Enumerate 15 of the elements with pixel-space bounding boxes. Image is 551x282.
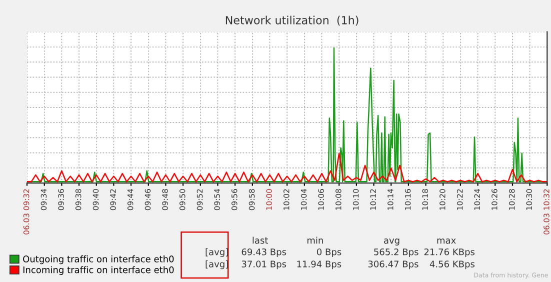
text: min <box>307 236 323 244</box>
text: max <box>437 238 456 244</box>
text: 0 Bps <box>316 248 342 258</box>
chart-title: Network utilization (1h) <box>226 16 358 26</box>
text: 565.2 Bps <box>374 248 418 258</box>
text: avg <box>384 238 400 246</box>
text: 21.76 KBps <box>424 248 475 258</box>
legend-label: Outgoing traffic on interface eth0 <box>23 255 174 264</box>
text: 69.43 Bps <box>242 248 286 258</box>
text: 4.56 KBps <box>430 260 475 270</box>
text: last <box>252 236 268 244</box>
legend-label: Incoming traffic on interface eth0 <box>23 266 174 275</box>
text: 37.01 Bps <box>242 260 286 270</box>
text: 11.94 Bps <box>297 260 342 270</box>
text: 306.47 Bps <box>368 260 418 270</box>
